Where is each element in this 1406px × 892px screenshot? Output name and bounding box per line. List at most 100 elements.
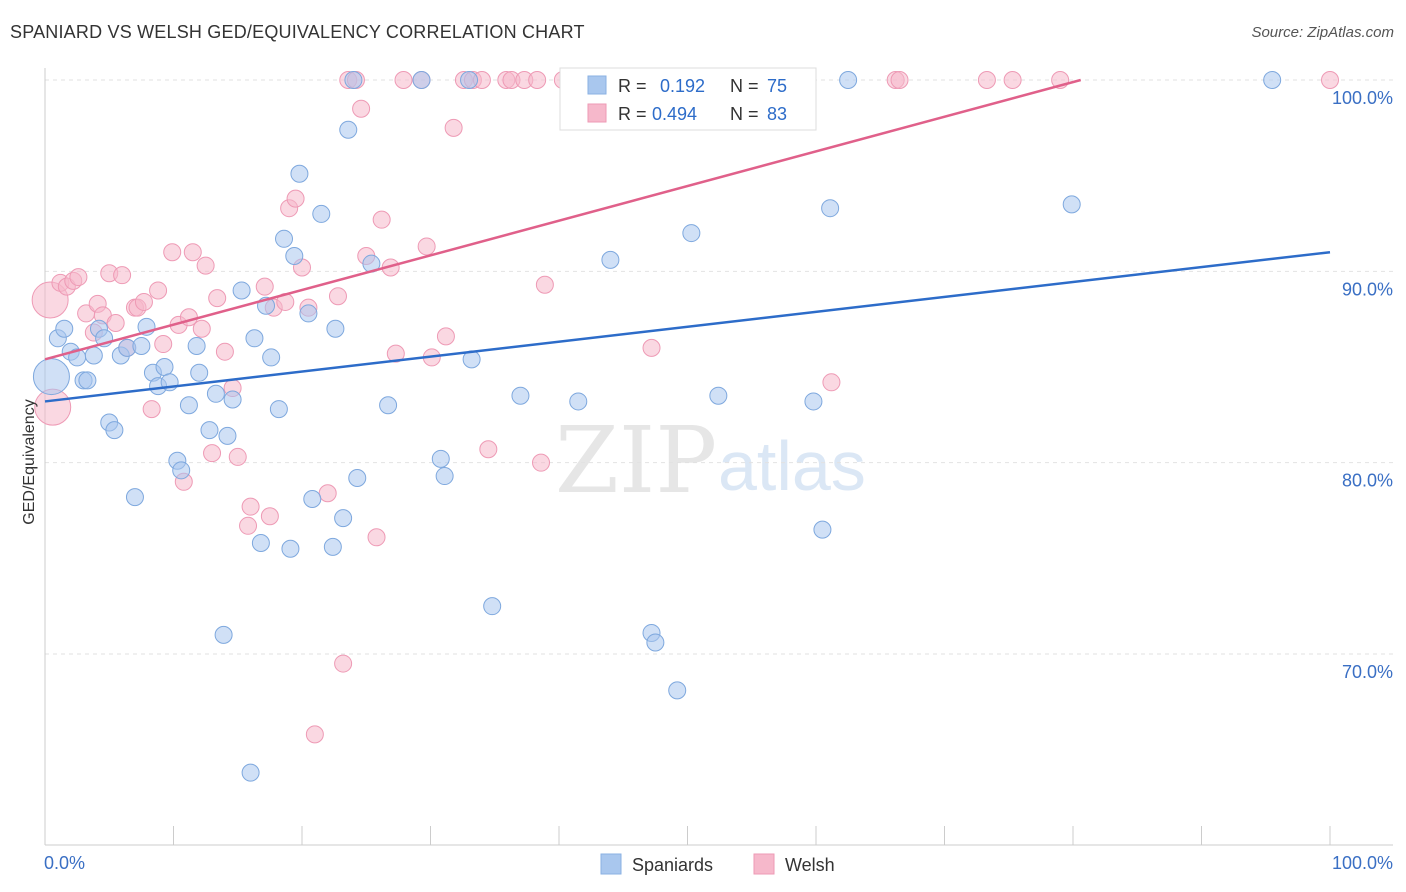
spaniards-point: [187, 336, 206, 355]
welsh-trend-line: [44, 78, 1082, 361]
welsh-point: [196, 256, 215, 275]
welsh-point: [106, 313, 125, 332]
x-tick-label-min: 0.0%: [44, 853, 85, 873]
welsh-point: [255, 277, 274, 296]
welsh-point: [532, 453, 551, 472]
spaniards-point: [326, 319, 345, 338]
welsh-point: [149, 281, 168, 300]
spaniards-point: [223, 390, 242, 409]
spaniards-point: [179, 396, 198, 415]
spaniards-point: [262, 348, 281, 367]
y-tick-label-90: 90.0%: [1342, 279, 1393, 299]
spaniards-point: [334, 509, 353, 528]
welsh-point: [113, 266, 132, 285]
stats-r-value-spaniards: 0.192: [660, 76, 705, 96]
welsh-point: [134, 292, 153, 311]
welsh-point: [417, 237, 436, 256]
spaniards-point: [412, 71, 431, 89]
welsh-point: [822, 373, 841, 392]
spaniards-point: [601, 250, 620, 269]
welsh-point: [535, 275, 554, 294]
spaniards-point: [281, 539, 300, 558]
stats-r-label-spaniards: R =: [618, 76, 647, 96]
legend-swatch-spaniards: [600, 853, 622, 875]
spaniards-point: [55, 319, 74, 338]
series-legend: Spaniards Welsh: [600, 853, 835, 875]
welsh-point: [318, 484, 337, 503]
spaniards-point: [511, 386, 530, 405]
spaniards-point: [804, 392, 823, 411]
stats-r-value-welsh: 0.494: [652, 104, 697, 124]
trend-lines: [44, 78, 1331, 403]
welsh-point: [367, 528, 386, 547]
welsh-point: [203, 444, 222, 463]
welsh-point: [142, 400, 161, 419]
y-tick-label-70: 70.0%: [1342, 662, 1393, 682]
spaniards-point: [245, 329, 264, 348]
welsh-point: [386, 344, 405, 363]
welsh-point: [642, 338, 661, 357]
chart-title: SPANIARD VS WELSH GED/EQUIVALENCY CORREL…: [10, 22, 585, 42]
axes: [44, 68, 1393, 846]
welsh-point: [528, 71, 547, 89]
welsh-point: [352, 99, 371, 118]
stats-n-value-spaniards: 75: [767, 76, 787, 96]
spaniards-point: [200, 421, 219, 440]
welsh-point: [260, 507, 279, 526]
spaniards-point: [431, 449, 450, 468]
stats-swatch-spaniards: [587, 75, 607, 95]
stats-n-value-welsh: 83: [767, 104, 787, 124]
spaniards-point: [312, 204, 331, 223]
welsh-point: [286, 189, 305, 208]
welsh-point: [334, 654, 353, 673]
spaniards-point: [218, 426, 237, 445]
spaniards-point: [285, 247, 304, 266]
spaniards-point: [232, 281, 251, 300]
welsh-point: [305, 725, 324, 744]
welsh-point: [239, 516, 258, 535]
grid-lines: 70.0% 80.0% 90.0% 100.0%: [45, 79, 1393, 682]
spaniards-point: [299, 304, 318, 323]
welsh-point: [215, 342, 234, 361]
legend-swatch-welsh: [753, 853, 775, 875]
welsh-point: [1003, 71, 1022, 89]
source-credit: Source: ZipAtlas.com: [1251, 24, 1394, 41]
welsh-point: [394, 71, 413, 89]
legend-label-welsh: Welsh: [785, 855, 835, 875]
spaniards-point: [105, 421, 124, 440]
spaniards-point: [78, 371, 97, 390]
spaniards-point: [172, 461, 191, 480]
welsh-point: [1321, 71, 1339, 89]
stats-r-label-welsh: R =: [618, 104, 647, 124]
stats-n-label-spaniards: N =: [730, 76, 759, 96]
welsh-point: [183, 243, 202, 262]
y-tick-label-100: 100.0%: [1332, 88, 1393, 108]
welsh-point: [154, 335, 173, 354]
welsh-point: [192, 319, 211, 338]
spaniards-point: [125, 488, 144, 507]
watermark-zip: ZIP: [555, 407, 717, 514]
spaniards-point: [323, 537, 342, 556]
spaniards-point: [709, 386, 728, 405]
welsh-point: [890, 71, 909, 89]
watermark-atlas: atlas: [718, 427, 866, 505]
spaniards-point: [821, 199, 840, 218]
spaniard-points: [32, 71, 1282, 782]
spaniards-point: [460, 71, 479, 89]
spaniards-point: [275, 229, 294, 248]
spaniards-point: [569, 392, 588, 411]
spaniards-point: [435, 467, 454, 486]
welsh-point: [208, 289, 227, 308]
stats-legend: R = 0.192 N = 75 R = 0.494 N = 83: [559, 67, 817, 131]
spaniards-point: [813, 520, 832, 539]
spaniards-point: [682, 224, 701, 243]
x-tick-label-max: 100.0%: [1332, 853, 1393, 873]
welsh-point: [479, 440, 498, 459]
stats-n-label-welsh: N =: [730, 104, 759, 124]
spaniards-point: [379, 396, 398, 415]
spaniards-point: [206, 384, 225, 403]
welsh-point: [328, 287, 347, 306]
spaniards-point: [339, 120, 358, 139]
spaniards-point: [646, 633, 665, 652]
